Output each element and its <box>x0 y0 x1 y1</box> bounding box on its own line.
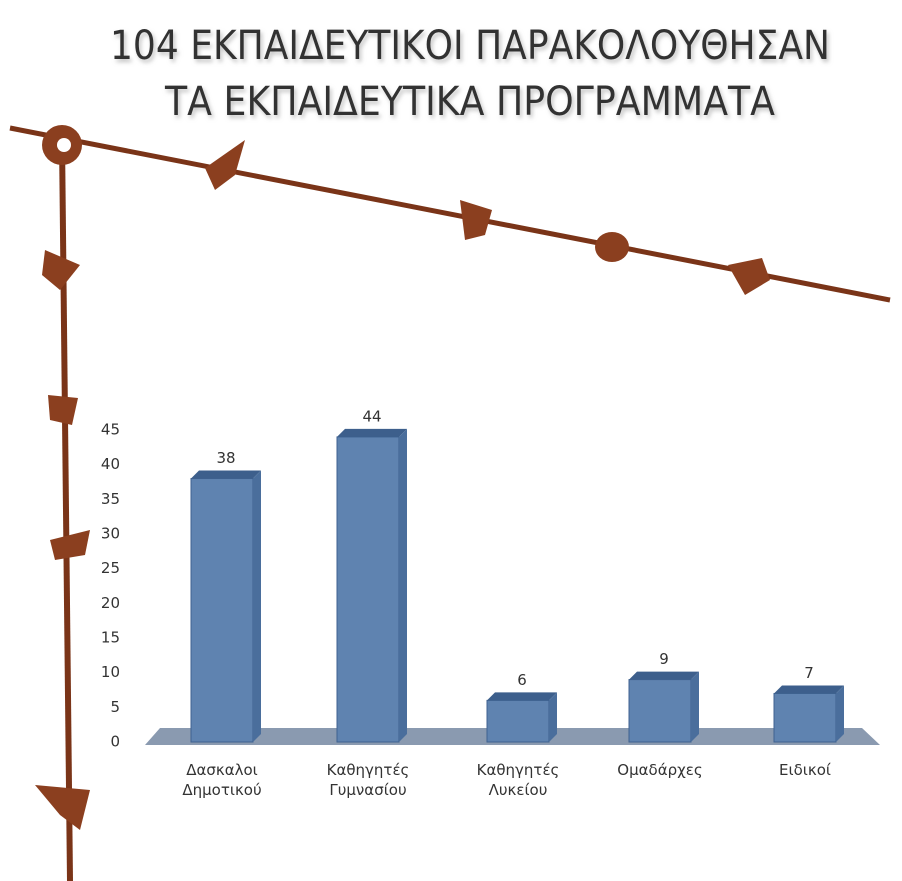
y-tick-label: 0 <box>110 733 120 751</box>
x-tick-label: Δασκαλοι Δημοτικού <box>182 761 262 799</box>
bar-side <box>253 470 261 742</box>
y-tick-label: 40 <box>101 455 120 473</box>
data-label: 44 <box>362 407 381 425</box>
bar-top <box>487 692 557 701</box>
y-tick-label: 10 <box>101 663 120 681</box>
bar <box>336 436 400 743</box>
bar-side <box>836 685 844 742</box>
bar <box>773 692 837 743</box>
data-label: 7 <box>804 664 814 682</box>
rope-decoration <box>9 125 891 881</box>
data-label: 9 <box>659 650 669 668</box>
x-tick-label: Καθηγητές Λυκείου <box>476 761 560 799</box>
x-tick-label: Ειδικοί <box>779 761 831 779</box>
bar <box>190 478 254 743</box>
bar-side <box>399 428 407 742</box>
chart-title: 104 ΕΚΠΑΙΔΕΥΤΙΚΟΙ ΠΑΡΑΚΟΛΟΥΘΗΣΑΝ <box>110 23 830 69</box>
bar-top <box>629 671 699 680</box>
y-tick-label: 15 <box>101 629 120 647</box>
y-tick-label: 35 <box>101 490 120 508</box>
y-tick-label: 20 <box>101 594 120 612</box>
y-tick-label: 45 <box>101 421 120 439</box>
bar-top <box>774 685 844 694</box>
y-tick-label: 25 <box>101 559 120 577</box>
bar <box>628 679 692 743</box>
data-label: 6 <box>517 671 527 689</box>
chart-title: ΤΑ ΕΚΠΑΙΔΕΥΤΙΚΑ ΠΡΟΓΡΑΜΜΑΤΑ <box>164 79 775 125</box>
data-label: 38 <box>216 449 235 467</box>
bar-top <box>191 470 261 479</box>
x-tick-label: Καθηγητές Γυμνασίου <box>326 761 410 799</box>
bar-side <box>549 692 557 742</box>
y-tick-label: 5 <box>110 698 120 716</box>
y-tick-label: 30 <box>101 525 120 543</box>
x-tick-label: Ομαδάρχες <box>617 761 703 779</box>
bar-top <box>337 428 407 437</box>
bar <box>486 699 550 743</box>
bar-side <box>691 671 699 742</box>
